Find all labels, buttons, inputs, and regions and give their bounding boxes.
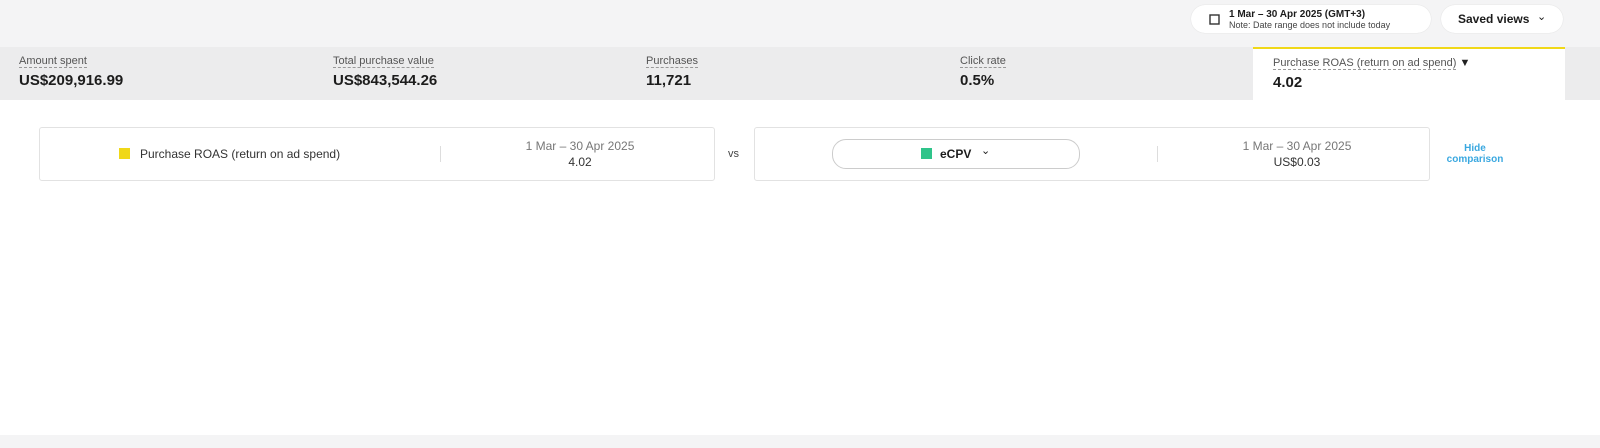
saved-views[interactable]: Saved views ⌄ (1441, 5, 1563, 33)
chevron: ⌄ (1537, 11, 1547, 23)
date-note: Note: Date range does not include today (1229, 20, 1391, 30)
hide-comparison[interactable]: Hide comparison (1446, 143, 1504, 165)
range: 1 Mar – 30 Apr 2025 (525, 139, 635, 153)
date-range: 1 Mar – 30 Apr 2025 (GMT+3) (1229, 9, 1366, 20)
calendar-icon: 036912US$0.00US$0.03US$0.05US$0.08US$0.1… (1209, 14, 1220, 25)
chevron: ⌄ (981, 145, 991, 157)
metric-label: Amount spent (19, 55, 87, 68)
date-picker[interactable]: 036912US$0.00US$0.03US$0.05US$0.08US$0.1… (1191, 5, 1431, 33)
metrics-bar: Amount spent US$209,916.99 Total purchase… (0, 47, 1600, 100)
metric-label: Purchase ROAS (return on ad spend) (1273, 57, 1457, 70)
metric-dropdown[interactable]: eCPV ⌄ (832, 139, 1080, 169)
range: 1 Mar – 30 Apr 2025 (1242, 139, 1352, 153)
vs: vs (728, 148, 739, 160)
legend-swatch (921, 148, 932, 159)
metric-value: 4.02 (1273, 74, 1303, 91)
metric[interactable]: Amount spent US$209,916.99 (19, 55, 123, 89)
metric-label: Purchases (646, 55, 698, 68)
saved-views-label: Saved views (1458, 12, 1530, 26)
metric-label: Total purchase value (333, 55, 434, 68)
value: 4.02 (568, 155, 592, 169)
metric-value: US$209,916.99 (19, 72, 124, 89)
divider (1157, 146, 1158, 162)
metric-value: 11,721 (646, 72, 692, 89)
metric-label: Click rate (960, 55, 1006, 68)
comparison-right: eCPV ⌄ 1 Mar – 30 Apr 2025 US$0.03 (754, 127, 1430, 181)
metric-value: US$843,544.26 (333, 72, 438, 89)
selected-metric[interactable]: Purchase ROAS (return on ad spend) ▼ 4.02 (1253, 47, 1565, 100)
value: US$0.03 (1273, 155, 1321, 169)
legend-label: eCPV (940, 147, 972, 161)
comparison-left: Purchase ROAS (return on ad spend) 1 Mar… (39, 127, 715, 181)
legend-swatch (119, 148, 130, 159)
divider (440, 146, 441, 162)
metric-value: 0.5% (960, 72, 995, 89)
metric[interactable]: Total purchase value US$843,544.26 (333, 55, 437, 89)
metric[interactable]: Click rate 0.5% (960, 55, 1006, 89)
legend-label: Purchase ROAS (return on ad spend) (140, 147, 341, 161)
metric[interactable]: Purchases 11,721 (646, 55, 698, 89)
